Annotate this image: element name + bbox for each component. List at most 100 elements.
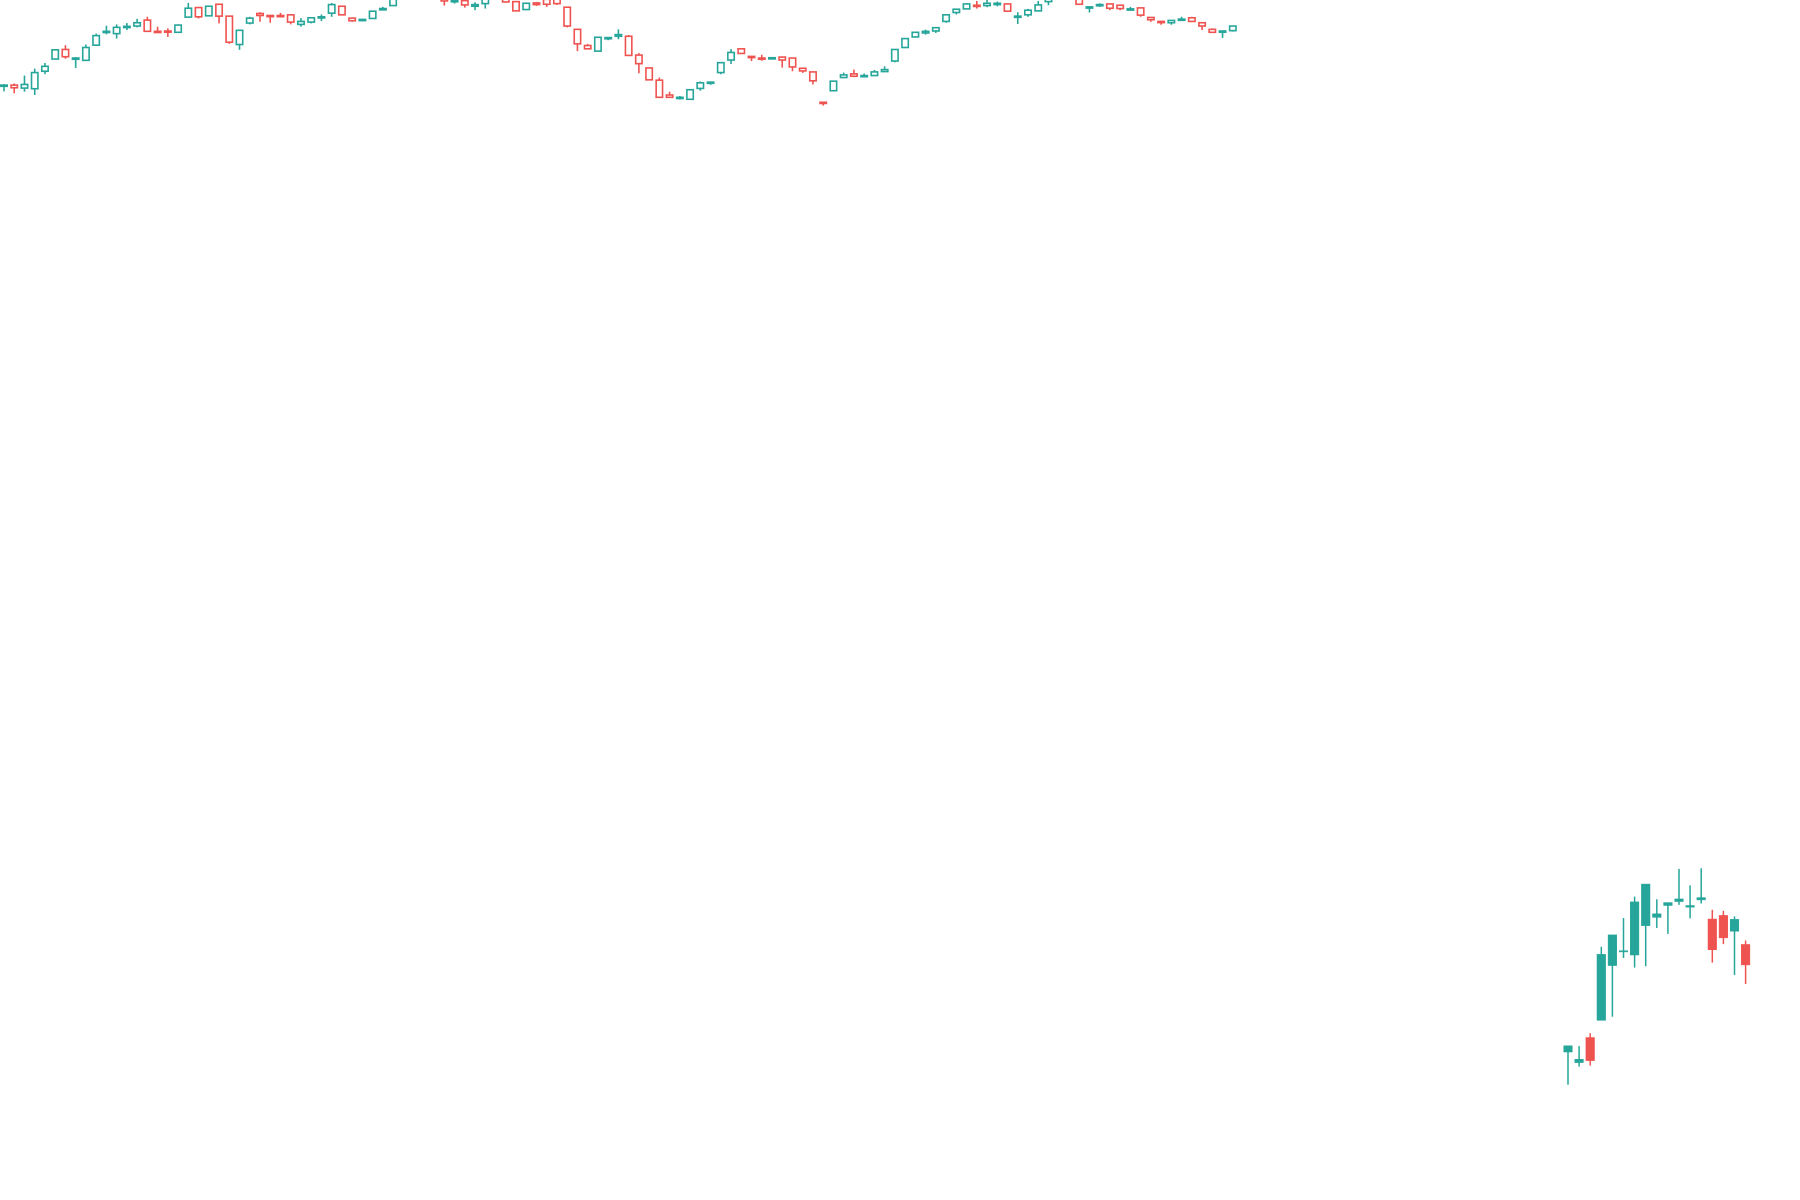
candle-body <box>460 0 469 6</box>
candle-body <box>194 6 203 18</box>
candle <box>1187 16 1196 23</box>
candle <box>952 8 961 15</box>
candle <box>993 1 1002 7</box>
candle <box>593 36 602 52</box>
candle-body <box>1044 0 1053 3</box>
candle-body <box>634 54 643 65</box>
candle-body <box>327 3 336 14</box>
candle-body <box>1228 25 1237 32</box>
candle-body <box>860 74 869 78</box>
candle-body <box>645 67 654 81</box>
candle <box>747 55 756 62</box>
candle <box>911 31 920 38</box>
candle <box>1228 25 1237 32</box>
candle <box>849 69 858 78</box>
candle <box>675 96 684 100</box>
candle-body <box>1707 918 1717 950</box>
candle-body <box>1729 919 1740 932</box>
candle-body <box>1157 20 1166 24</box>
candle <box>10 83 19 94</box>
candle-body <box>1741 944 1751 966</box>
candle-body <box>163 30 172 33</box>
candle-body <box>1663 902 1673 906</box>
candle <box>153 26 162 34</box>
candle-body <box>1641 883 1651 926</box>
candle-body <box>614 33 623 38</box>
candle <box>839 72 848 79</box>
candle-body <box>716 61 725 74</box>
candle <box>163 28 172 37</box>
candle <box>1085 6 1094 13</box>
candle <box>757 54 766 61</box>
candle <box>1198 21 1207 30</box>
candle-body <box>911 31 920 38</box>
candle-body <box>532 2 541 6</box>
candle-body <box>972 4 981 8</box>
candle <box>1663 902 1673 934</box>
candle <box>51 48 60 60</box>
candle-body <box>450 0 459 3</box>
candle-body <box>542 0 551 6</box>
candle-body <box>1095 3 1104 7</box>
candle <box>1707 909 1717 963</box>
candle <box>194 6 203 19</box>
candle <box>481 0 490 9</box>
candle-body <box>798 67 807 72</box>
candle <box>307 16 316 24</box>
candle <box>348 17 357 22</box>
candle-body <box>296 20 305 26</box>
candle <box>81 44 90 62</box>
candle-body <box>1685 905 1695 908</box>
candle-body <box>204 5 213 17</box>
candle <box>808 71 817 85</box>
candle <box>1044 0 1053 6</box>
candle <box>1652 899 1662 928</box>
candle <box>225 15 234 44</box>
candle-body <box>1652 913 1662 918</box>
candle-body <box>389 0 398 7</box>
candle <box>460 0 469 8</box>
candle <box>706 81 715 85</box>
candle <box>1607 934 1617 1017</box>
candle-body <box>266 14 275 18</box>
candle <box>317 14 326 22</box>
candle-body <box>675 96 684 100</box>
candle-body <box>245 17 254 24</box>
candle <box>962 3 971 10</box>
candle <box>450 0 459 4</box>
candle <box>1563 1045 1573 1085</box>
candle <box>819 101 828 106</box>
candle <box>102 25 111 35</box>
candle-body <box>307 16 316 23</box>
candle <box>174 24 183 34</box>
candle-body <box>40 65 49 73</box>
candle <box>1136 7 1145 17</box>
candle <box>552 0 561 5</box>
candle <box>1126 6 1135 11</box>
candle <box>1034 0 1043 12</box>
candle <box>327 2 336 17</box>
candle-body <box>870 71 879 77</box>
candle-body <box>706 81 715 85</box>
candle-body <box>757 57 766 61</box>
candle-body <box>727 51 736 61</box>
candle <box>727 49 736 64</box>
candle <box>1157 20 1166 25</box>
candle-body <box>133 21 142 27</box>
candle <box>542 0 551 7</box>
candle-body <box>184 7 193 18</box>
candle-body <box>839 74 848 79</box>
candle-body <box>225 15 234 44</box>
candle <box>235 29 244 50</box>
candle <box>573 28 582 52</box>
candle-body <box>665 94 674 99</box>
candle-body <box>317 15 326 19</box>
candle <box>1574 1046 1584 1067</box>
candle-body <box>942 14 951 23</box>
candle <box>1741 940 1751 985</box>
candle <box>1167 19 1176 25</box>
candle-body <box>481 0 490 5</box>
candle <box>1105 3 1114 11</box>
candle <box>1208 28 1217 34</box>
candle <box>0 84 8 92</box>
